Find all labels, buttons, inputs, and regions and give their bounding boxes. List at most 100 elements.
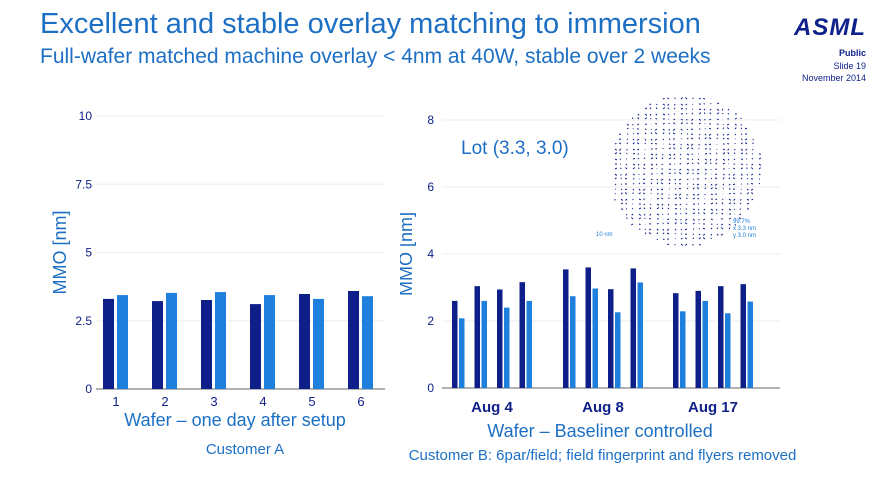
overlay-vector — [710, 102, 712, 105]
overlay-vector — [690, 143, 694, 146]
overlay-vector — [691, 118, 694, 121]
overlay-vector — [704, 162, 708, 165]
overlay-vector — [704, 143, 707, 146]
overlay-vector — [667, 207, 670, 210]
bar — [504, 307, 510, 388]
overlay-vector — [620, 188, 623, 191]
overlay-vector — [667, 107, 670, 110]
overlay-vector — [704, 133, 707, 136]
overlay-vector — [662, 122, 665, 125]
overlay-vector — [686, 178, 689, 181]
overlay-vector — [637, 113, 640, 116]
bar — [362, 296, 373, 389]
overlay-vector — [649, 103, 652, 106]
overlay-vector — [716, 227, 719, 230]
overlay-vector — [698, 233, 701, 236]
overlay-vector — [746, 192, 750, 195]
overlay-vector — [679, 153, 682, 156]
overlay-vector — [727, 148, 730, 151]
overlay-vector — [649, 203, 652, 206]
overlay-vector — [710, 193, 713, 196]
overlay-vector — [684, 237, 688, 240]
overlay-vector — [714, 177, 718, 180]
overlay-vector — [638, 207, 642, 210]
overlay-vector — [722, 173, 725, 176]
overlay-vector — [750, 188, 754, 191]
overlay-vector — [668, 178, 671, 181]
overlay-vector — [661, 157, 664, 160]
overlay-vector — [650, 167, 654, 170]
overlay-vector — [702, 237, 706, 240]
overlay-vector — [620, 192, 623, 195]
overlay-vector — [654, 128, 658, 131]
overlay-vector — [715, 158, 718, 161]
overlay-vector — [638, 217, 642, 220]
overlay-vector — [662, 153, 664, 156]
overlay-vector — [626, 138, 629, 141]
overlay-vector — [637, 157, 640, 160]
overlay-vector — [716, 223, 718, 226]
overlay-vector — [680, 128, 683, 131]
overlay-vector — [619, 152, 622, 155]
overlay-vector — [710, 212, 714, 215]
bar — [637, 282, 643, 388]
y-tick-label: 2.5 — [75, 314, 92, 328]
overlay-vector — [684, 243, 688, 246]
y-tick-label: 5 — [85, 246, 92, 260]
overlay-vector — [638, 213, 642, 216]
overlay-vector — [678, 187, 682, 190]
overlay-vector — [632, 188, 635, 191]
overlay-vector — [637, 163, 640, 166]
bar — [459, 318, 465, 388]
bar — [630, 268, 636, 388]
overlay-vector — [655, 157, 658, 160]
bar — [718, 286, 724, 388]
overlay-vector — [618, 148, 622, 151]
overlay-vector — [722, 162, 726, 165]
overlay-vector — [656, 213, 660, 216]
overlay-vector — [751, 158, 754, 160]
overlay-vector — [740, 177, 743, 180]
chart-customer-a: 0 2.5 5 7.5 10 MMO [nm] 1 2 3 4 5 6 — [50, 109, 385, 409]
bar — [615, 312, 621, 388]
overlay-vector — [650, 138, 653, 141]
overlay-vector — [667, 103, 670, 106]
overlay-vector — [702, 218, 706, 221]
overlay-vector — [732, 183, 736, 186]
overlay-vector — [715, 162, 718, 165]
overlay-vector — [710, 183, 713, 186]
overlay-vector — [668, 153, 672, 156]
overlay-vector — [733, 208, 736, 211]
overlay-vector — [679, 203, 682, 206]
group-label: Aug 4 — [471, 399, 513, 416]
overlay-vector — [734, 117, 738, 120]
overlay-vector — [648, 232, 652, 235]
overlay-vector — [714, 183, 718, 186]
overlay-vector — [692, 183, 695, 186]
overlay-vector — [751, 198, 754, 201]
overlay-vector — [649, 107, 652, 110]
overlay-vector — [733, 198, 736, 201]
overlay-vector — [746, 198, 750, 201]
overlay-vector — [624, 173, 628, 176]
overlay-vector — [728, 202, 732, 205]
overlay-vector — [698, 118, 702, 121]
overlay-vector — [751, 192, 754, 195]
overlay-vector — [690, 137, 694, 140]
overlay-vector — [716, 108, 720, 111]
overlay-vector — [722, 158, 726, 161]
bar — [299, 293, 310, 389]
overlay-vector — [674, 197, 678, 200]
overlay-vector — [638, 192, 641, 195]
overlay-vector — [668, 182, 671, 185]
overlay-vector — [740, 167, 744, 170]
overlay-vector — [672, 132, 676, 135]
overlay-vector — [734, 123, 737, 126]
overlay-vector — [709, 108, 712, 111]
overlay-vector — [708, 133, 712, 136]
bar — [166, 292, 177, 389]
overlay-vector — [704, 177, 707, 180]
overlay-vector — [698, 112, 702, 115]
overlay-vector — [631, 213, 634, 216]
overlay-vector — [680, 243, 684, 246]
